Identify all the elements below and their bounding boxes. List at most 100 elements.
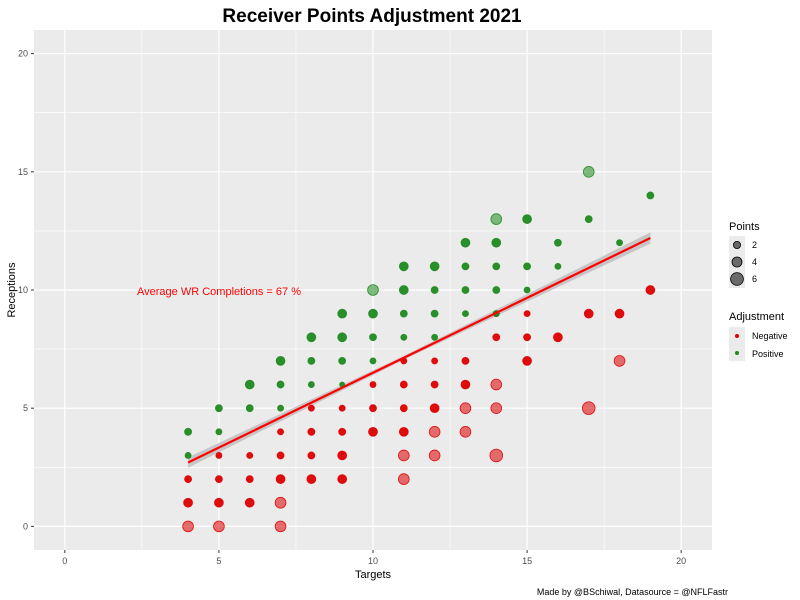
negative-point	[215, 475, 223, 483]
negative-point	[459, 402, 472, 414]
negative-point	[337, 474, 348, 484]
negative-point	[522, 356, 532, 366]
x-tick-label: 10	[368, 556, 378, 566]
legend-size-label: 4	[752, 257, 757, 267]
positive-point	[369, 357, 377, 365]
negative-point	[645, 285, 656, 295]
negative-point	[399, 380, 408, 389]
positive-point	[616, 239, 623, 247]
negative-point	[275, 474, 286, 484]
positive-point	[215, 404, 223, 413]
negative-point	[245, 475, 254, 483]
negative-point	[277, 428, 284, 436]
positive-point	[461, 262, 470, 271]
positive-point	[337, 332, 348, 343]
negative-point	[429, 403, 440, 414]
positive-point	[522, 214, 532, 224]
negative-point	[307, 427, 316, 436]
y-tick-label: 0	[23, 521, 28, 531]
negative-point	[213, 520, 225, 533]
x-tick-label: 0	[62, 556, 67, 566]
negative-point	[461, 357, 470, 365]
positive-point	[490, 213, 503, 225]
y-tick-label: 10	[18, 285, 28, 295]
positive-point	[400, 333, 408, 341]
positive-points-layer	[184, 166, 655, 459]
positive-point	[244, 379, 255, 390]
negative-point	[460, 379, 471, 390]
legend-positive-key	[735, 351, 739, 355]
negative-point	[338, 427, 347, 436]
negative-point	[581, 401, 596, 415]
legend-negative-label: Negative	[752, 331, 788, 341]
legend-positive-label: Positive	[752, 349, 784, 359]
positive-point	[307, 381, 315, 388]
y-tick-label: 20	[18, 49, 28, 59]
negative-point	[523, 333, 531, 342]
positive-point	[307, 357, 316, 365]
negative-point	[182, 520, 194, 533]
negative-point	[338, 404, 346, 412]
legend-size-key	[733, 240, 742, 249]
negative-point	[183, 497, 193, 508]
y-tick-label: 5	[23, 403, 28, 413]
positive-point	[399, 309, 408, 318]
negative-point	[399, 404, 408, 413]
negative-point	[523, 310, 531, 318]
positive-point	[275, 356, 286, 366]
positive-point	[554, 238, 562, 247]
positive-point	[277, 404, 284, 412]
negative-point	[184, 475, 192, 483]
positive-point	[430, 309, 439, 318]
positive-point	[584, 215, 593, 223]
x-tick-label: 15	[522, 556, 532, 566]
positive-point	[431, 333, 439, 341]
negative-point	[398, 426, 409, 437]
legend-points-title: Points	[729, 221, 760, 233]
positive-point	[492, 262, 501, 271]
positive-point	[184, 427, 192, 436]
positive-point	[368, 308, 378, 319]
positive-point	[429, 261, 440, 272]
negative-point	[307, 451, 316, 460]
negative-point	[369, 381, 377, 388]
negative-point	[274, 520, 287, 533]
trend-line	[187, 237, 651, 464]
negative-point	[274, 496, 287, 509]
positive-point	[582, 166, 595, 178]
x-tick-label: 5	[216, 556, 221, 566]
positive-point	[646, 191, 655, 200]
positive-point	[554, 262, 562, 270]
negative-point	[428, 449, 441, 462]
x-axis-label: Targets	[355, 569, 392, 581]
negative-point	[431, 357, 439, 365]
x-tick-label: 20	[676, 556, 686, 566]
negative-point	[368, 426, 378, 437]
positive-point	[276, 380, 285, 389]
positive-point	[367, 284, 379, 296]
positive-point	[462, 310, 469, 318]
chart-caption: Made by @BSchiwal, Datasource = @NFLFast…	[537, 587, 728, 597]
negative-point	[430, 380, 439, 389]
positive-point	[523, 286, 531, 294]
positive-point	[184, 452, 192, 459]
average-completion-annotation: Average WR Completions = 67 %	[137, 286, 301, 298]
positive-point	[245, 404, 254, 413]
legend-size-label: 2	[752, 240, 757, 250]
negative-point	[428, 426, 441, 438]
legend-adjustment-key-bg	[729, 327, 745, 361]
positive-point	[215, 428, 223, 436]
negative-point	[369, 404, 377, 413]
positive-point	[338, 357, 347, 365]
positive-point	[398, 261, 409, 272]
legend-size-label: 6	[752, 274, 757, 284]
legend: Points 2 4 6 Adjustment Negative Positive	[729, 221, 788, 361]
negative-point	[398, 473, 410, 485]
negative-point	[613, 355, 626, 367]
legend-adjustment-title: Adjustment	[729, 311, 784, 323]
positive-point	[461, 286, 470, 294]
negative-point	[614, 308, 625, 319]
positive-point	[460, 237, 471, 248]
negative-point	[459, 426, 472, 438]
trend-layer	[187, 237, 651, 464]
